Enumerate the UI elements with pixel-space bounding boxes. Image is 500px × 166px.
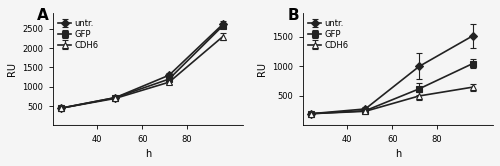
X-axis label: h: h <box>394 149 401 159</box>
Y-axis label: RU: RU <box>257 62 267 76</box>
Text: B: B <box>288 8 299 23</box>
Text: A: A <box>38 8 49 23</box>
Y-axis label: RU: RU <box>7 62 17 76</box>
Legend: untr., GFP, CDH6: untr., GFP, CDH6 <box>306 17 350 51</box>
Legend: untr., GFP, CDH6: untr., GFP, CDH6 <box>56 17 100 51</box>
X-axis label: h: h <box>144 149 151 159</box>
